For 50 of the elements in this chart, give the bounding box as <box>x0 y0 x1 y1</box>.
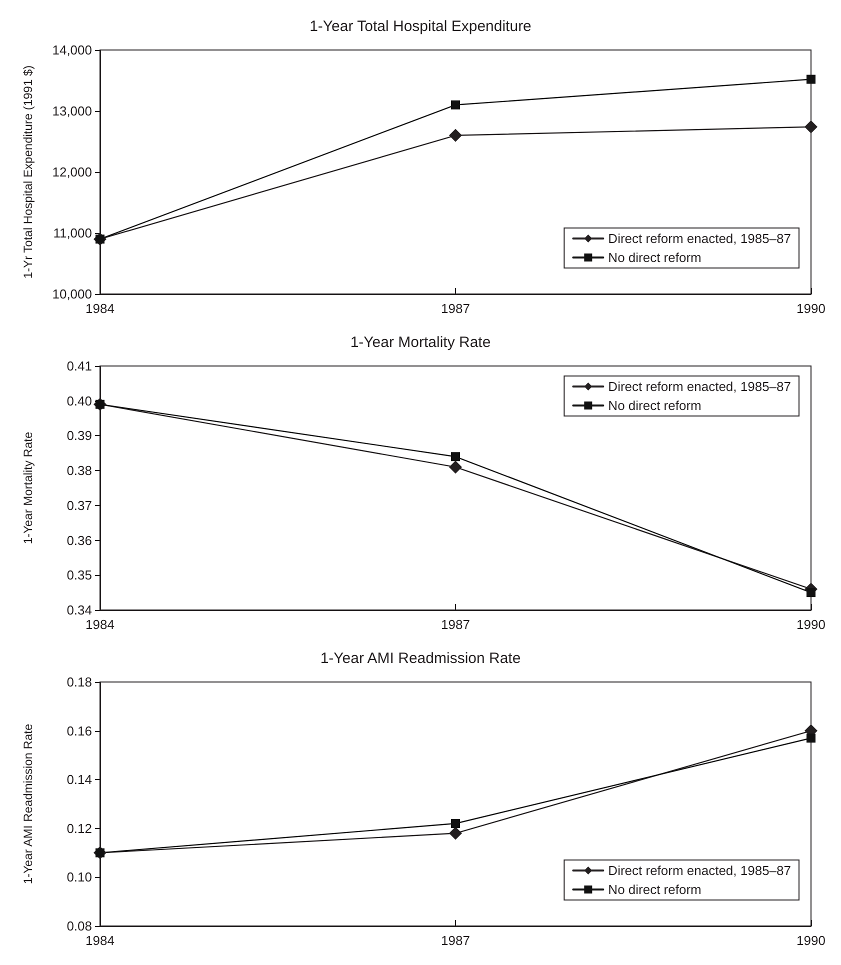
y-tick-label: 12,000 <box>52 164 92 180</box>
legend-label: Direct reform enacted, 1985–87 <box>608 379 792 394</box>
y-tick-label: 0.18 <box>66 674 92 690</box>
y-tick-label: 11,000 <box>53 226 92 240</box>
y-tick-label: 0.12 <box>66 820 92 836</box>
y-tick-label: 0.38 <box>66 463 92 478</box>
y-tick-label: 0.16 <box>66 723 92 738</box>
y-tick-label: 0.40 <box>66 393 92 408</box>
chart-title: 1-Year AMI Readmission Rate <box>320 650 521 667</box>
x-tick-label: 1990 <box>796 933 826 948</box>
x-tick-label: 1990 <box>796 617 826 632</box>
chart-title: 1-Year Total Hospital Expenditure <box>310 18 532 35</box>
x-tick-label: 1987 <box>441 617 470 632</box>
x-tick-label: 1987 <box>441 933 470 948</box>
y-tick-label: 14,000 <box>52 42 92 58</box>
y-tick-label: 0.36 <box>66 532 92 548</box>
y-tick-label: 0.14 <box>66 772 92 788</box>
legend-label: No direct reform <box>608 882 702 897</box>
y-tick-label: 0.08 <box>66 918 92 934</box>
y-axis-title: 1-Yr Total Hospital Expenditure (1991 $) <box>21 65 35 279</box>
point <box>449 460 462 474</box>
y-tick-label: 0.35 <box>66 568 92 583</box>
point <box>806 734 816 743</box>
x-tick-label: 1984 <box>86 933 114 948</box>
point <box>449 826 462 840</box>
y-tick-label: 0.39 <box>66 428 92 444</box>
point <box>804 120 818 134</box>
y-axis-title: 1-Year Mortality Rate <box>21 432 35 544</box>
y-tick-label: 0.37 <box>66 498 92 513</box>
point <box>806 74 816 84</box>
legend-label: No direct reform <box>608 398 702 413</box>
point <box>451 100 460 110</box>
x-tick-label: 1987 <box>441 301 470 316</box>
legend-label: Direct reform enacted, 1985–87 <box>608 231 792 246</box>
y-tick-label: 0.34 <box>66 602 92 618</box>
x-tick-label: 1990 <box>796 301 826 316</box>
y-tick-label: 10,000 <box>52 286 92 302</box>
y-tick-label: 0.10 <box>66 870 92 885</box>
legend-label: Direct reform enacted, 1985–87 <box>608 863 792 878</box>
point <box>451 452 460 462</box>
y-tick-label: 13,000 <box>52 104 92 118</box>
y-tick-label: 0.41 <box>66 358 92 374</box>
legend-label: No direct reform <box>608 250 702 265</box>
point <box>806 588 816 598</box>
x-tick-label: 1984 <box>86 617 114 632</box>
point <box>449 128 462 142</box>
chart-title: 1-Year Mortality Rate <box>350 334 491 351</box>
point <box>451 819 460 828</box>
x-tick-label: 1984 <box>86 301 114 316</box>
y-axis-title: 1-Year AMI Readmission Rate <box>21 724 35 884</box>
